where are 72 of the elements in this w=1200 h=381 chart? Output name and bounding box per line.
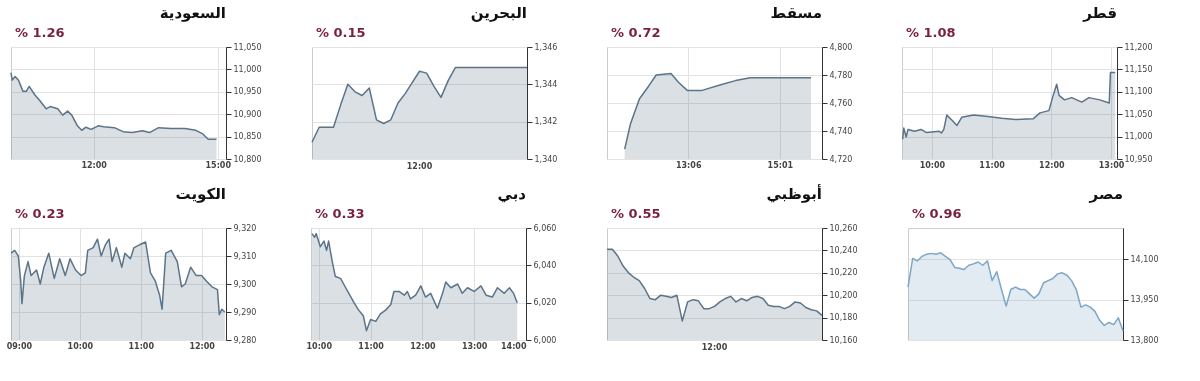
x-tick-label: 12:00 [1039, 160, 1065, 170]
y-tick-label: 4,720 [829, 154, 853, 164]
x-tick-label: 12:00 [81, 160, 108, 170]
text: % 0.72 [611, 25, 661, 40]
chart-title: الكويت [175, 185, 226, 203]
x-tick-label: 15:01 [767, 160, 794, 170]
y-tick-label: 4,740 [829, 126, 853, 136]
text: % 0.15 [316, 25, 366, 40]
y-tick-label: 6,060 [533, 223, 557, 233]
y-tick-label: 1,342 [534, 117, 558, 127]
x-tick-label: 12:00 [410, 341, 437, 351]
chart-title: أبوظبي [766, 184, 822, 203]
chart-title: مصر [1088, 185, 1123, 203]
y-tick-label: 9,310 [233, 251, 257, 261]
chart-title: البحرين [470, 4, 527, 22]
text: % 0.23 [15, 206, 65, 221]
y-tick-label: 9,300 [233, 279, 257, 289]
x-tick-label: 13:00 [461, 341, 488, 351]
y-tick-label: 9,320 [233, 223, 257, 233]
y-tick-label: 4,780 [829, 70, 853, 80]
y-tick-label: 9,290 [233, 307, 257, 317]
x-tick-label: 11:00 [358, 341, 385, 351]
y-tick-label: 10,950 [1124, 154, 1153, 164]
x-tick-label: 12:00 [189, 341, 216, 351]
text: % 1.26 [15, 25, 65, 40]
text: % 0.33 [315, 206, 365, 221]
x-tick-label: 13:06 [675, 160, 702, 170]
y-tick-label: 10,220 [829, 268, 858, 278]
x-tick-label: 10:00 [919, 160, 946, 170]
y-tick-label: 6,000 [533, 335, 557, 345]
y-tick-label: 13,800 [1130, 335, 1159, 345]
y-tick-label: 10,200 [829, 290, 858, 300]
text: % 0.55 [611, 206, 661, 221]
y-tick-label: 1,346 [534, 42, 558, 52]
y-tick-label: 9,280 [233, 335, 257, 345]
x-tick-label: 14:00 [501, 341, 527, 351]
y-tick-label: 10,180 [829, 313, 858, 323]
chart-title: دبي [497, 185, 527, 203]
chart-title: مسقط [770, 4, 822, 22]
chart-title: السعودية [159, 4, 226, 22]
chart-title: قطر [1082, 4, 1117, 22]
y-tick-label: 11,000 [233, 64, 262, 74]
y-tick-label: 10,260 [829, 223, 858, 233]
y-tick-label: 10,240 [829, 245, 858, 255]
y-tick-label: 11,150 [1124, 64, 1153, 74]
y-tick-label: 11,050 [233, 42, 262, 52]
x-tick-label: 15:00 [205, 160, 232, 170]
y-tick-label: 11,050 [1124, 109, 1153, 119]
x-tick-label: 09:00 [6, 341, 33, 351]
x-tick-label: 11:00 [979, 160, 1006, 170]
text: % 1.08 [906, 25, 956, 40]
y-tick-label: 10,950 [233, 87, 262, 97]
y-tick-label: 11,200 [1124, 42, 1153, 52]
y-tick-label: 6,020 [533, 298, 557, 308]
y-tick-label: 1,344 [534, 79, 558, 89]
y-tick-label: 10,900 [233, 109, 262, 119]
x-tick-label: 13:00 [1098, 160, 1125, 170]
y-tick-label: 4,760 [829, 98, 853, 108]
y-tick-label: 10,850 [233, 132, 262, 142]
y-tick-label: 14,100 [1130, 254, 1159, 264]
y-tick-label: 6,040 [533, 260, 557, 270]
y-tick-label: 11,000 [1124, 132, 1153, 142]
y-tick-label: 11,100 [1124, 87, 1153, 97]
y-tick-label: 10,800 [233, 154, 262, 164]
y-tick-label: 4,800 [829, 42, 853, 52]
x-tick-label: 10:00 [67, 341, 94, 351]
x-tick-label: 10:00 [306, 341, 333, 351]
y-tick-label: 1,340 [534, 154, 558, 164]
x-tick-label: 11:00 [128, 341, 155, 351]
y-tick-label: 13,950 [1130, 295, 1159, 305]
text: % 0.96 [912, 206, 962, 221]
y-tick-label: 10,160 [829, 335, 858, 345]
